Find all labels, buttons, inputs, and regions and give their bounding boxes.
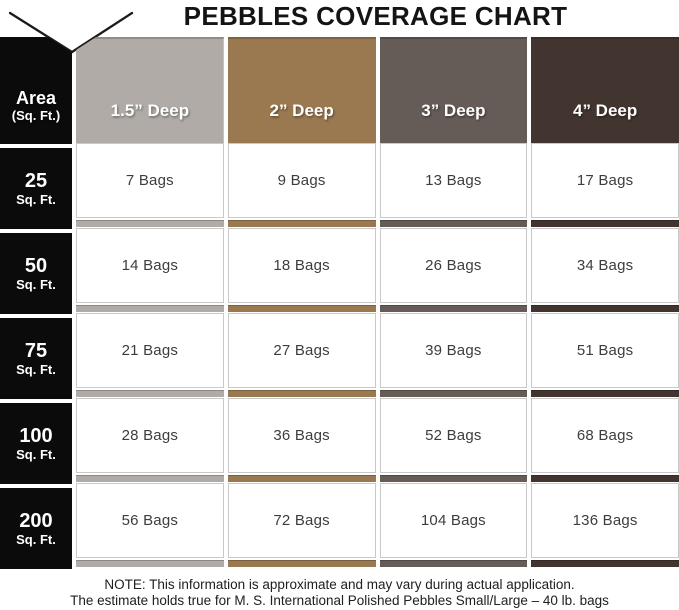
table-cell-200-2in: 72 Bags: [227, 483, 376, 558]
table-row-block: 72 Bags: [227, 483, 376, 568]
column-3in-deep: 3” Deep 13 Bags 26 Bags 39 Bags 52 Bags …: [379, 37, 528, 569]
row-separator-bar: [379, 305, 528, 312]
row-separator-bar: [531, 560, 679, 567]
table-row-block: 26 Bags: [379, 228, 528, 313]
table-row-block: 34 Bags: [531, 228, 679, 313]
table-row-block: 18 Bags: [227, 228, 376, 313]
table-row-block: 56 Bags: [76, 483, 224, 568]
table-row-block: 51 Bags: [531, 313, 679, 398]
area-unit-label: Sq. Ft.: [16, 361, 56, 377]
table-cell-25-1-5in: 7 Bags: [76, 143, 224, 218]
table-row-block: 17 Bags: [531, 143, 679, 228]
table-row-block: 7 Bags: [76, 143, 224, 228]
footnote-line-1: NOTE: This information is approximate an…: [104, 577, 575, 592]
table-cell-75-1-5in: 21 Bags: [76, 313, 224, 388]
row-separator-bar: [76, 560, 224, 567]
area-row-label-25: 25 Sq. Ft.: [0, 148, 72, 229]
area-row-label-75: 75 Sq. Ft.: [0, 318, 72, 399]
row-separator-bar: [227, 390, 376, 397]
table-row-block: 52 Bags: [379, 398, 528, 483]
row-separator-bar: [531, 220, 679, 227]
table-cell-200-4in: 136 Bags: [531, 483, 679, 558]
area-value: 25: [24, 169, 48, 192]
table-cell-75-2in: 27 Bags: [227, 313, 376, 388]
column-2in-deep: 2” Deep 9 Bags 18 Bags 27 Bags 36 Bags 7…: [227, 37, 376, 569]
table-row-block: 39 Bags: [379, 313, 528, 398]
area-unit-label: Sq. Ft.: [16, 276, 56, 292]
row-separator-bar: [227, 560, 376, 567]
table-cell-25-3in: 13 Bags: [379, 143, 528, 218]
area-row-label-50: 50 Sq. Ft.: [0, 233, 72, 314]
table-row-block: 36 Bags: [227, 398, 376, 483]
row-separator-bar: [379, 560, 528, 567]
column-1-5in-deep: 1.5” Deep 7 Bags 14 Bags 21 Bags 28 Bags…: [76, 37, 224, 569]
row-separator-bar: [379, 220, 528, 227]
table-row-block: 13 Bags: [379, 143, 528, 228]
table-cell-50-2in: 18 Bags: [227, 228, 376, 303]
column-header-3in-deep: 3” Deep: [379, 37, 528, 143]
table-cell-50-1-5in: 14 Bags: [76, 228, 224, 303]
table-row-block: 14 Bags: [76, 228, 224, 313]
row-separator-bar: [227, 220, 376, 227]
row-separator-bar: [379, 390, 528, 397]
table-row-block: 27 Bags: [227, 313, 376, 398]
table-row-block: 9 Bags: [227, 143, 376, 228]
area-row-label-100: 100 Sq. Ft.: [0, 403, 72, 484]
column-4in-deep: 4” Deep 17 Bags 34 Bags 51 Bags 68 Bags …: [531, 37, 679, 569]
table-cell-75-4in: 51 Bags: [531, 313, 679, 388]
table-row-block: 68 Bags: [531, 398, 679, 483]
page-title: PEBBLES COVERAGE CHART: [183, 1, 568, 31]
row-separator-bar: [531, 305, 679, 312]
footnote: NOTE: This information is approximate an…: [0, 577, 679, 608]
area-unit-label: Sq. Ft.: [16, 531, 56, 547]
row-separator-bar: [227, 475, 376, 482]
row-separator-bar: [76, 475, 224, 482]
area-header-unit: (Sq. Ft.): [11, 108, 61, 124]
area-value: 100: [19, 424, 53, 447]
table-cell-75-3in: 39 Bags: [379, 313, 528, 388]
table-cell-25-4in: 17 Bags: [531, 143, 679, 218]
area-unit-label: Sq. Ft.: [16, 191, 56, 207]
row-separator-bar: [531, 475, 679, 482]
table-cell-100-1-5in: 28 Bags: [76, 398, 224, 473]
row-separator-bar: [227, 305, 376, 312]
row-separator-bar: [76, 390, 224, 397]
coverage-table: Area (Sq. Ft.) 25 Sq. Ft. 50 Sq. Ft. 75 …: [0, 37, 679, 569]
row-separator-bar: [379, 475, 528, 482]
v-arrow-decoration: [8, 11, 134, 54]
row-separator-bar: [76, 220, 224, 227]
column-header-2in-deep: 2” Deep: [227, 37, 376, 143]
row-separator-bar: [531, 390, 679, 397]
area-unit-label: Sq. Ft.: [16, 446, 56, 462]
area-value: 75: [24, 339, 48, 362]
table-cell-100-2in: 36 Bags: [227, 398, 376, 473]
table-cell-50-3in: 26 Bags: [379, 228, 528, 303]
area-value: 50: [24, 254, 48, 277]
table-row-block: 136 Bags: [531, 483, 679, 568]
footnote-line-2: The estimate holds true for M. S. Intern…: [70, 592, 609, 608]
table-cell-200-3in: 104 Bags: [379, 483, 528, 558]
table-cell-50-4in: 34 Bags: [531, 228, 679, 303]
table-cell-100-4in: 68 Bags: [531, 398, 679, 473]
area-row-label-200: 200 Sq. Ft.: [0, 488, 72, 569]
area-column: Area (Sq. Ft.) 25 Sq. Ft. 50 Sq. Ft. 75 …: [0, 37, 72, 569]
table-row-block: 21 Bags: [76, 313, 224, 398]
column-header-4in-deep: 4” Deep: [531, 37, 679, 143]
table-cell-25-2in: 9 Bags: [227, 143, 376, 218]
table-cell-100-3in: 52 Bags: [379, 398, 528, 473]
area-column-header: Area (Sq. Ft.): [0, 37, 72, 144]
column-header-1-5in-deep: 1.5” Deep: [76, 37, 224, 143]
row-separator-bar: [76, 305, 224, 312]
table-cell-200-1-5in: 56 Bags: [76, 483, 224, 558]
table-row-block: 28 Bags: [76, 398, 224, 483]
table-row-block: 104 Bags: [379, 483, 528, 568]
area-value: 200: [19, 509, 53, 532]
area-header-title: Area: [15, 87, 57, 108]
